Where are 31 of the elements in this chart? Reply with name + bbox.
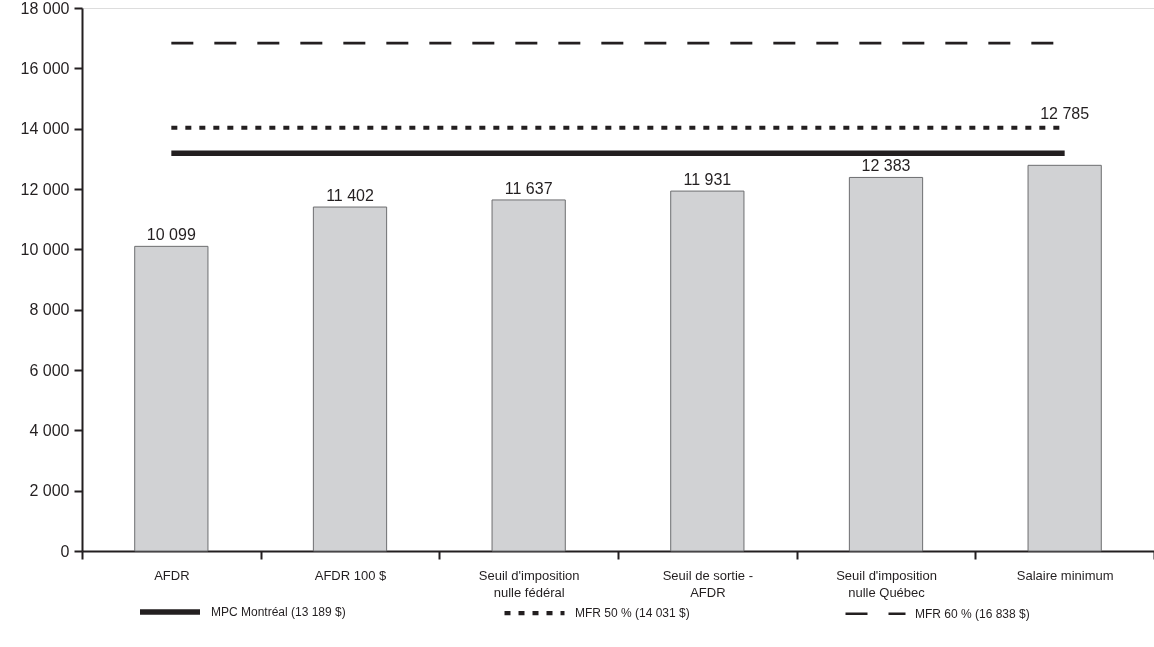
y-tick-label: 0 xyxy=(60,542,70,560)
x-tick-label: Seuil de sortie - AFDR xyxy=(662,567,753,600)
data-label: 11 637 xyxy=(504,179,553,197)
bar xyxy=(312,206,388,552)
legend-label: MFR 50 % (14 031 $) xyxy=(575,606,690,621)
y-tick-label: 4 000 xyxy=(29,421,70,439)
x-tick-label: Seuil d'imposition nulle Québec xyxy=(836,567,937,600)
x-tick-label: Seuil d'imposition nulle fédéral xyxy=(478,567,580,600)
y-tick-label: 14 000 xyxy=(20,120,70,138)
y-tick-label: 2 000 xyxy=(29,482,70,500)
data-label: 12 383 xyxy=(861,157,911,175)
data-label: 12 785 xyxy=(1040,104,1090,122)
bar xyxy=(670,190,745,552)
bar xyxy=(134,245,209,552)
y-tick-label: 18 000 xyxy=(20,0,70,17)
x-tick-label: AFDR xyxy=(154,567,190,583)
y-tick-label: 6 000 xyxy=(29,361,70,379)
x-tick-label: Salaire minimum xyxy=(1016,567,1114,583)
legend-label: MPC Montréal (13 189 $) xyxy=(211,605,346,619)
y-tick-label: 10 000 xyxy=(20,240,70,258)
y-tick-label: 16 000 xyxy=(20,59,70,77)
y-tick-label: 8 000 xyxy=(29,301,70,319)
data-label: 10 099 xyxy=(146,226,196,244)
bar xyxy=(848,176,924,552)
data-label: 11 931 xyxy=(683,171,732,189)
legend-label: MFR 60 % (16 838 $) xyxy=(915,606,1030,621)
y-tick-label: 12 000 xyxy=(20,180,70,198)
bar xyxy=(491,199,566,552)
x-tick-label: AFDR 100 $ xyxy=(314,567,388,583)
data-label: 11 402 xyxy=(326,187,374,205)
bar xyxy=(1027,164,1102,552)
